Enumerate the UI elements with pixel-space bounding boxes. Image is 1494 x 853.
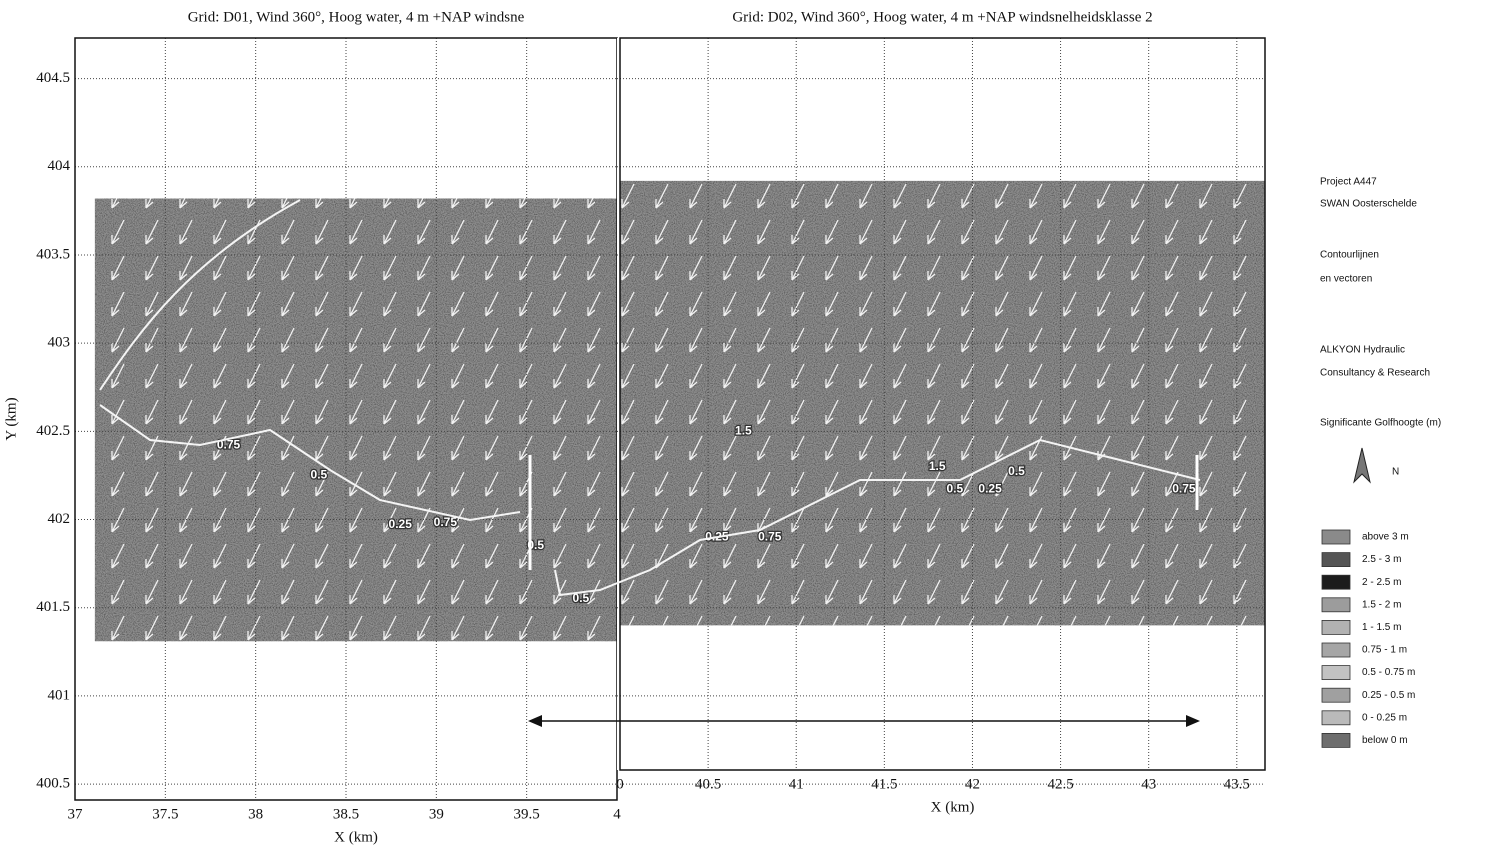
chart-title: Grid: D01, Wind 360°, Hoog water, 4 m +N… [188,9,525,25]
contour-label: 0.5 [311,468,328,482]
contour-label: 1.5 [929,459,946,473]
legend-swatch [1321,710,1351,726]
x-tick-label: 42.5 [1047,776,1073,792]
legend-label: 1 - 1.5 m [1362,622,1401,633]
x-tick-label: 38.5 [333,806,359,822]
legend-note: Project A447 [1320,177,1377,188]
legend-label: 1.5 - 2 m [1362,599,1401,610]
contour-label: 0.25 [389,517,413,531]
wave-vectors [620,180,1265,626]
chart-title: Grid: D02, Wind 360°, Hoog water, 4 m +N… [732,9,1152,25]
contour-label: 0.25 [978,482,1002,496]
legend-label: above 3 m [1362,532,1409,543]
legend-swatch [1321,687,1351,703]
contour-label: 0.5 [946,482,963,496]
legend-swatch [1321,552,1351,567]
legend-note: SWAN Oosterschelde [1320,199,1417,210]
legend-swatch [1321,529,1351,545]
x-axis-label: X (km) [334,829,378,845]
wave-vectors [94,198,617,642]
contour-line [99,199,1201,597]
contour-label: 0.75 [434,515,458,529]
legend-note: Contourlijnen [1320,250,1379,261]
contour-label: 1.5 [735,424,752,438]
y-tick-label: 401 [48,687,71,703]
contour-label: 0.75 [758,529,782,543]
map-panel: 37 37.5 38 38.5 39 39.5 4 400.5 401 401.5 402 402.5… [3,9,621,845]
x-tick-label: 37.5 [152,806,178,822]
contour-label: 0.75 [1172,482,1196,496]
axes-frame [619,37,1266,771]
contour-label: 0.5 [573,591,590,605]
legend-label: below 0 m [1362,735,1408,746]
legend-label: 2.5 - 3 m [1362,554,1401,565]
y-tick-label: 402.5 [36,423,70,439]
x-tick-label: 40.5 [695,776,721,792]
legend-swatch [1321,597,1351,613]
x-tick-label: 42 [965,776,980,792]
legend-swatch [1321,665,1351,680]
x-tick-label: 37 [68,806,84,822]
legend-swatch [1321,620,1351,635]
x-axis-label: X (km) [931,799,975,815]
x-tick-label: 41 [789,776,804,792]
north-arrow [1353,447,1371,484]
legend-label: 2 - 2.5 m [1362,577,1401,588]
y-tick-label: 404.5 [36,70,70,86]
legend-note: en vectoren [1320,274,1372,285]
north-label: N [1392,467,1399,478]
y-tick-label: 400.5 [36,776,70,792]
x-tick-label: 43.5 [1224,776,1250,792]
legend-label: 0 - 0.25 m [1362,712,1407,723]
y-tick-label: 404 [48,158,71,174]
contour-label: 0.5 [1008,464,1025,478]
y-tick-label: 403.5 [36,246,70,262]
y-tick-label: 401.5 [36,599,70,615]
y-tick-label: 403 [48,335,71,351]
legend: Project A447 SWAN Oosterschelde Contourlij… [1320,177,1441,748]
legend-swatch [1321,574,1351,590]
legend-label: 0.75 - 1 m [1362,645,1407,656]
map-panel: 0 40.5 41 41.5 42 42.5 43 43.50.25 0.751.51.50.5… [616,9,1266,815]
x-tick-label: 4 [613,806,621,822]
legend-title: Significante Golfhoogte (m) [1320,418,1441,429]
legend-note: ALKYON Hydraulic [1320,345,1405,356]
y-tick-label: 402 [48,511,71,527]
legend-label: 0.5 - 0.75 m [1362,667,1415,678]
x-tick-label: 39 [429,806,444,822]
y-axis-label: Y (km) [3,397,19,440]
legend-swatch [1321,733,1351,748]
x-tick-label: 38 [248,806,263,822]
legend-label: 0.25 - 0.5 m [1362,690,1415,701]
charts: 37 37.5 38 38.5 39 39.5 4 400.5 401 401.5 402 402.5… [3,9,1266,845]
decorations [99,199,1371,727]
legend-swatch [1321,642,1351,658]
legend-note: Consultancy & Research [1320,368,1430,379]
x-tick-label: 39.5 [514,806,540,822]
